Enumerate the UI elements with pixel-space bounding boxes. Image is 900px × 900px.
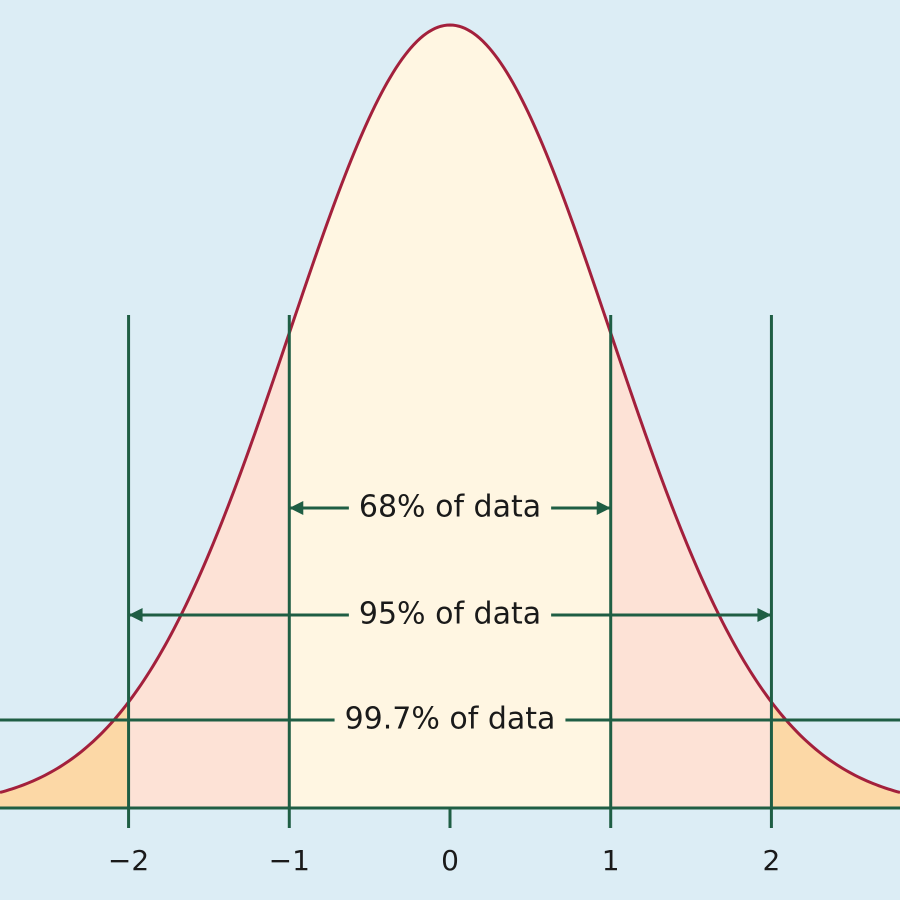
label-background (348, 596, 552, 632)
x-tick-label: −1 (269, 844, 310, 877)
x-tick-label: 0 (441, 844, 459, 877)
x-tick-label: −2 (108, 844, 149, 877)
annotation-label: 95% of data (359, 597, 541, 632)
label-background (348, 489, 552, 525)
annotation-label: 99.7% of data (345, 702, 556, 737)
distribution-curve (0, 23, 900, 794)
arrowhead (596, 501, 611, 515)
annotation-label: 68% of data (359, 490, 541, 525)
label-background (334, 701, 566, 737)
arrowhead (128, 608, 143, 622)
arrowhead (757, 608, 772, 622)
x-tick-label: 1 (602, 844, 620, 877)
x-tick-label: 2 (763, 844, 781, 877)
arrowhead (289, 501, 304, 515)
